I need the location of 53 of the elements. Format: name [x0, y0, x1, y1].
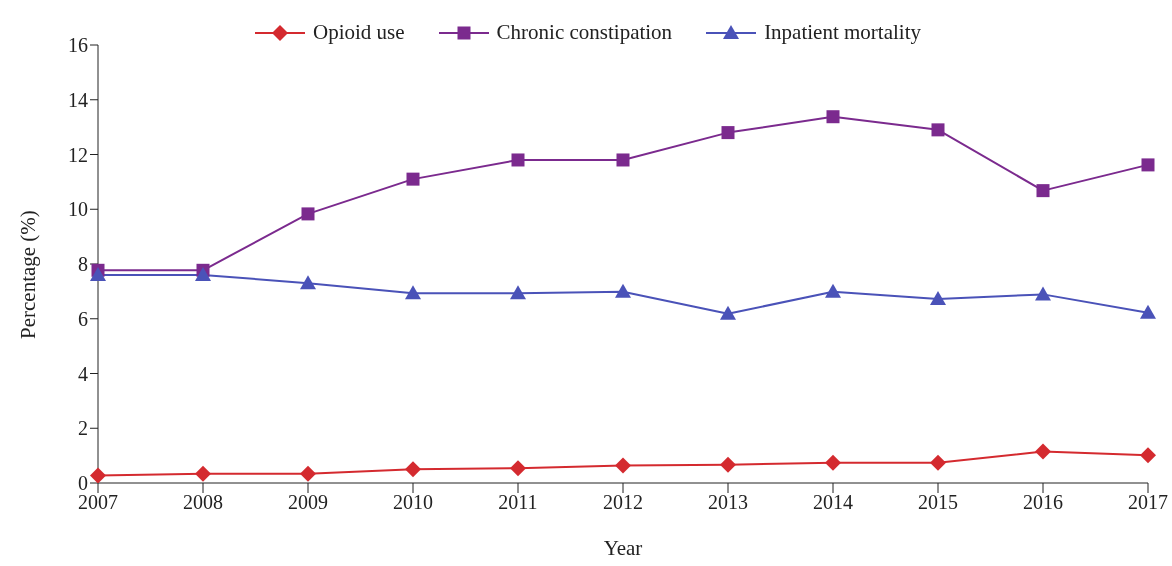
y-tick-label: 6: [78, 307, 88, 330]
y-tick-label: 16: [68, 34, 88, 57]
point: [1140, 304, 1156, 319]
point: [90, 266, 106, 281]
point: [931, 123, 945, 137]
point: [195, 266, 211, 281]
point: [825, 283, 841, 298]
point: [826, 110, 840, 124]
point: [300, 465, 316, 482]
point: [615, 457, 631, 474]
point: [510, 285, 526, 300]
point: [616, 153, 630, 167]
y-tick-label: 2: [78, 417, 88, 440]
legend-label: Chronic constipation: [496, 20, 673, 45]
y-tick-label: 12: [68, 143, 88, 166]
y-tick-label: 14: [68, 88, 88, 111]
x-tick-label: 2015: [918, 491, 958, 514]
y-tick-label: 4: [78, 362, 88, 385]
x-tick-label: 2011: [498, 491, 538, 514]
point: [195, 465, 211, 482]
point: [825, 454, 841, 471]
point: [930, 454, 946, 471]
point: [405, 461, 421, 478]
x-tick-label: 2016: [1023, 491, 1063, 514]
legend-label: Inpatient mortality: [764, 20, 921, 45]
point: [406, 172, 420, 186]
point: [720, 305, 736, 320]
point: [1036, 184, 1050, 198]
point: [930, 291, 946, 306]
x-tick-label: 2009: [288, 491, 328, 514]
point: [510, 460, 526, 477]
point: [615, 283, 631, 298]
x-tick-label: 2008: [183, 491, 223, 514]
point: [1035, 286, 1051, 301]
y-tick-label: 10: [68, 198, 88, 221]
y-tick-label: 8: [78, 253, 88, 276]
x-tick-label: 2017: [1128, 491, 1168, 514]
point: [1141, 158, 1155, 172]
point: [300, 275, 316, 290]
x-tick-label: 2012: [603, 491, 643, 514]
x-tick-label: 2014: [813, 491, 853, 514]
point: [721, 126, 735, 140]
point: [301, 207, 315, 221]
x-tick-label: 2013: [708, 491, 748, 514]
point: [720, 456, 736, 473]
point: [1035, 443, 1051, 460]
x-axis-title: Year: [603, 536, 643, 560]
point: [511, 153, 525, 167]
x-tick-label: 2010: [393, 491, 433, 514]
point: [1140, 447, 1156, 464]
legend-label: Opioid use: [312, 20, 405, 45]
point: [405, 285, 421, 300]
y-axis-title: Percentage (%): [16, 210, 41, 339]
